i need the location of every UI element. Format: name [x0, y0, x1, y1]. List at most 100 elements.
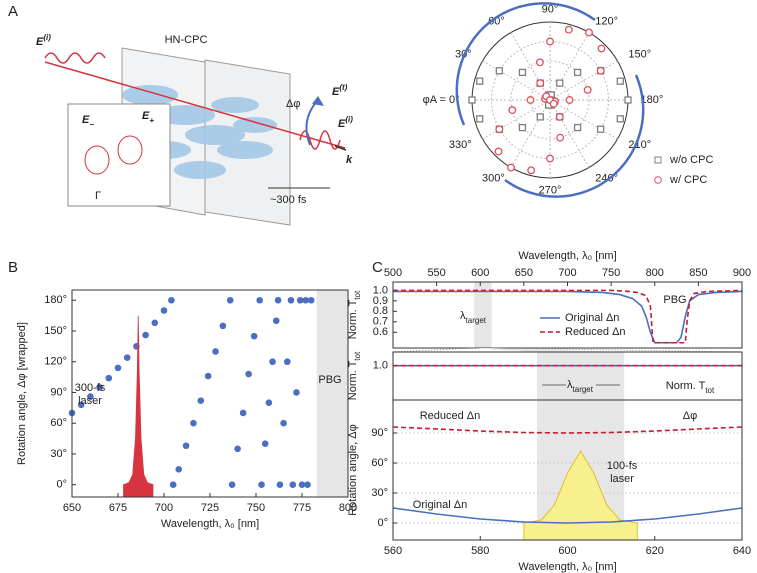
y-axis-label: Norm. Ttot: [347, 351, 362, 400]
dot: [105, 374, 113, 382]
theta-label: 150°: [628, 49, 651, 61]
x-axis-label: Wavelength, λ₀ [nm]: [518, 250, 616, 262]
polar-spoke: [549, 60, 618, 101]
polar-point: [535, 58, 544, 67]
dot: [280, 419, 287, 427]
e-minus-label-base: E: [82, 114, 90, 126]
line: [392, 507, 743, 524]
annotation: Reduced Δn: [420, 410, 481, 422]
dot: [228, 481, 236, 489]
y-axis-label: Rotation angle, Δφ: [347, 424, 359, 516]
theta-label: φA = 0°: [423, 94, 460, 106]
polar-point: [585, 28, 593, 37]
line: [392, 426, 743, 434]
dot: [77, 401, 85, 409]
band: [474, 282, 492, 348]
polar-point: [555, 112, 564, 121]
x-tick-label: 800: [646, 267, 664, 279]
polar-spoke: [549, 99, 590, 168]
polar-point: [527, 166, 536, 175]
helix-right: [117, 135, 143, 165]
x-tick-label: 600: [558, 545, 576, 557]
polar-ring: [491, 41, 609, 159]
pulse: [44, 52, 106, 64]
dot: [96, 384, 103, 391]
theta-label: 270°: [539, 184, 562, 196]
e-r-label-base: E: [338, 118, 346, 130]
dot: [276, 481, 284, 489]
polar-point: [583, 85, 592, 94]
rotation-arrow: [455, 2, 596, 126]
plot-frame: [392, 281, 743, 349]
polar-point: [549, 99, 558, 108]
polar-point: [476, 77, 484, 85]
illustration: [44, 47, 347, 226]
polar-spoke: [549, 99, 618, 140]
gamma-label: Γ: [95, 190, 101, 202]
dot: [160, 307, 168, 314]
band: [316, 290, 348, 497]
x-tick-label: 675: [109, 502, 127, 514]
polar-spoke: [510, 99, 551, 168]
y-axis-label-base: Norm. T: [347, 360, 359, 400]
y-tick-label: 90°: [371, 427, 388, 439]
y-tick-label: 90°: [50, 386, 67, 398]
polar-point: [468, 96, 476, 104]
rotation-arrow: [504, 74, 645, 198]
x-tick-label: 560: [384, 545, 402, 557]
dot: [169, 481, 177, 489]
x-tick-label: 750: [602, 267, 620, 279]
y-axis-label: Norm. Ttot: [347, 290, 362, 339]
dot: [261, 440, 269, 448]
dot: [274, 296, 282, 304]
dot: [234, 445, 241, 453]
polar-point: [624, 96, 632, 104]
polar-point: [536, 79, 545, 88]
polar-point: [616, 115, 624, 123]
dot: [212, 348, 219, 355]
e-minus-label-sub: −: [89, 120, 94, 129]
dot: [307, 296, 315, 304]
beam: [44, 61, 346, 149]
x-tick-label: 580: [471, 545, 489, 557]
panel-label: C: [372, 259, 383, 276]
annotation: λtarget: [460, 310, 487, 325]
y-tick-label: 120°: [44, 356, 67, 368]
dot: [175, 466, 183, 473]
dot: [283, 358, 291, 366]
polar-point: [565, 96, 574, 104]
y-axis-label-base: Norm. T: [347, 299, 359, 339]
x-tick-label: 850: [689, 267, 707, 279]
dot: [293, 389, 300, 396]
polar-point: [476, 115, 484, 123]
x-tick-label: 650: [63, 502, 81, 514]
y-axis-label-sub: tot: [353, 351, 362, 361]
legend-label: w/ CPC: [669, 174, 707, 186]
e-in-label-base: E: [36, 36, 44, 48]
legend-label: Original Δn: [565, 312, 619, 324]
x-tick-label: 700: [558, 267, 576, 279]
e-minus-label: E−: [82, 114, 94, 129]
x-tick-label: 620: [646, 545, 664, 557]
polar-point: [573, 123, 582, 132]
dot: [296, 296, 304, 304]
y-tick-label: 0°: [56, 479, 67, 491]
polar-point: [556, 79, 564, 87]
polar-point: [495, 125, 504, 134]
dot: [190, 419, 197, 427]
annotation: 100-fs: [607, 460, 638, 472]
y-tick-label: 60°: [50, 417, 67, 429]
dot: [250, 332, 258, 340]
dot: [123, 354, 131, 361]
polar-point: [546, 154, 554, 163]
polar-point: [556, 133, 565, 142]
y-tick-label: 1.0: [373, 360, 388, 372]
dot: [265, 399, 273, 407]
annotation: laser: [610, 473, 634, 485]
polar-point: [495, 67, 503, 75]
e-r-label: E(i): [338, 115, 353, 130]
area: [123, 315, 154, 498]
e-plus-label: E+: [142, 110, 154, 125]
band: [536, 352, 625, 400]
dot: [245, 370, 252, 378]
